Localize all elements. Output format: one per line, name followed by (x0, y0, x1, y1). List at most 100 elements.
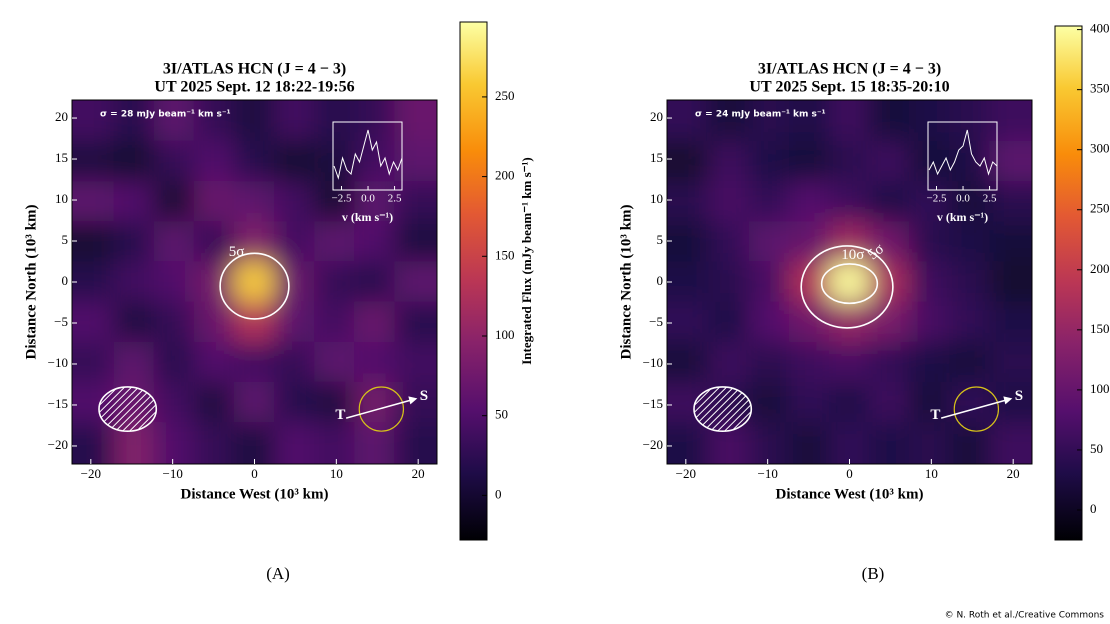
heatmap-cell (708, 100, 750, 142)
heatmap-cell (708, 341, 750, 383)
y-tick-label: −5 (54, 314, 68, 329)
y-tick-label: −15 (48, 396, 68, 411)
spectrum-line (333, 129, 403, 180)
heatmap-cell (72, 301, 115, 343)
heatmap-cell (949, 181, 991, 223)
contour (820, 263, 879, 305)
heatmap-cell (909, 301, 951, 343)
heatmap-cell (949, 140, 991, 183)
x-tick-label: 10 (925, 466, 938, 481)
credit: © N. Roth et al./Creative Commons (945, 611, 1105, 621)
heatmap-cell (274, 301, 316, 343)
panel: 5σ T Sσ = 28 mJy beam⁻¹ km s⁻¹ −20 −10 0 10 20 −… (23, 21, 534, 583)
heatmap-cell (354, 301, 396, 343)
heatmap-cell (153, 100, 195, 142)
heatmap-cell (153, 181, 195, 223)
heatmap-cell (274, 100, 316, 142)
heatmap-cell (667, 221, 710, 263)
x-tick-label: 20 (1007, 466, 1020, 481)
heatmap-cell (193, 301, 235, 343)
beam (693, 386, 753, 433)
arrow-head (408, 396, 418, 405)
heatmap-cell (949, 301, 991, 343)
heatmap-cell (788, 381, 830, 424)
heatmap-cell (788, 422, 830, 464)
heatmap-cell (314, 140, 356, 183)
heatmap-cell (354, 221, 396, 263)
heatmap-cell (788, 140, 830, 183)
colorbar-tick-label: 350 (1090, 81, 1110, 96)
heatmap-cell (828, 261, 871, 303)
direction-label: S (1015, 388, 1023, 404)
heatmap-cell (354, 341, 396, 383)
y-tick-label: −10 (643, 355, 663, 370)
x-tick-label: 0 (846, 466, 853, 481)
y-tick-label: 0 (62, 273, 69, 288)
noise-label: σ = 28 mJy beam⁻¹ km s⁻¹ (100, 110, 231, 120)
heatmap-cells (667, 100, 1032, 464)
heatmap-cell (233, 422, 276, 464)
spectrum-line (928, 129, 998, 176)
heatmap-cell (274, 181, 316, 223)
heatmap-cell (113, 181, 155, 223)
heatmap-cell (274, 140, 316, 183)
y-tick-label: 20 (55, 109, 68, 124)
heatmap-cell (748, 261, 790, 303)
heatmap-cell (989, 221, 1032, 263)
heatmap-cell (354, 381, 396, 424)
heatmap-cell (274, 261, 316, 303)
heatmap-cell (314, 422, 356, 464)
heatmap-cell (748, 381, 790, 424)
x-tick-label: −20 (81, 466, 101, 481)
heatmap-cell (909, 261, 951, 303)
colorbar-tick-label: 250 (495, 88, 515, 103)
heatmap-cell (869, 140, 911, 183)
heatmap-cell (72, 422, 115, 464)
heatmap-cell (153, 221, 195, 263)
heatmap-cell (193, 140, 235, 183)
y-tick-label: 5 (657, 232, 664, 247)
inset-x-label: v (km s⁻¹) (937, 210, 988, 224)
heatmap-cell (708, 301, 750, 343)
heatmap-cell (113, 261, 155, 303)
heatmap-cell (667, 301, 710, 343)
heatmap-cell (667, 381, 710, 424)
direction-arrow (940, 398, 1010, 419)
heatmap-cell (748, 341, 790, 383)
x-tick-label: 0 (251, 466, 258, 481)
heatmap-cell (233, 381, 276, 424)
x-tick-label: −20 (676, 466, 696, 481)
colorbar (459, 21, 488, 541)
heatmap-cell (949, 261, 991, 303)
heatmap-cell (909, 341, 951, 383)
inset-frame (927, 121, 998, 191)
heatmap-cell (909, 422, 951, 464)
heatmap-cell (72, 100, 115, 142)
heatmap-cell (989, 140, 1032, 183)
heatmap-cell (314, 381, 356, 424)
y-axis-label: Distance North (10³ km) (618, 205, 634, 360)
heatmap-cell (113, 381, 155, 424)
heatmap-cell (233, 181, 276, 223)
heatmap-cell (153, 381, 195, 424)
heatmap-cell (193, 341, 235, 383)
heatmap-cell (394, 221, 437, 263)
inset-tick-label: −2.5 (332, 193, 352, 205)
heatmap-cell (788, 181, 830, 223)
heatmap-cell (113, 422, 155, 464)
x-tick-label: 10 (330, 466, 343, 481)
heatmap-cell (989, 422, 1032, 464)
heatmap-cell (314, 221, 356, 263)
heatmap-cell (989, 181, 1032, 223)
heatmap-cell (708, 381, 750, 424)
y-tick-label: 20 (650, 109, 663, 124)
heatmap-cell (354, 140, 396, 183)
heatmap-cell (708, 422, 750, 464)
inset-frame (332, 121, 403, 191)
heatmap-cell (909, 181, 951, 223)
heatmap-cell (394, 301, 437, 343)
heatmap-cell (828, 381, 871, 424)
heatmap-cell (667, 422, 710, 464)
heatmap-cell (869, 301, 911, 343)
